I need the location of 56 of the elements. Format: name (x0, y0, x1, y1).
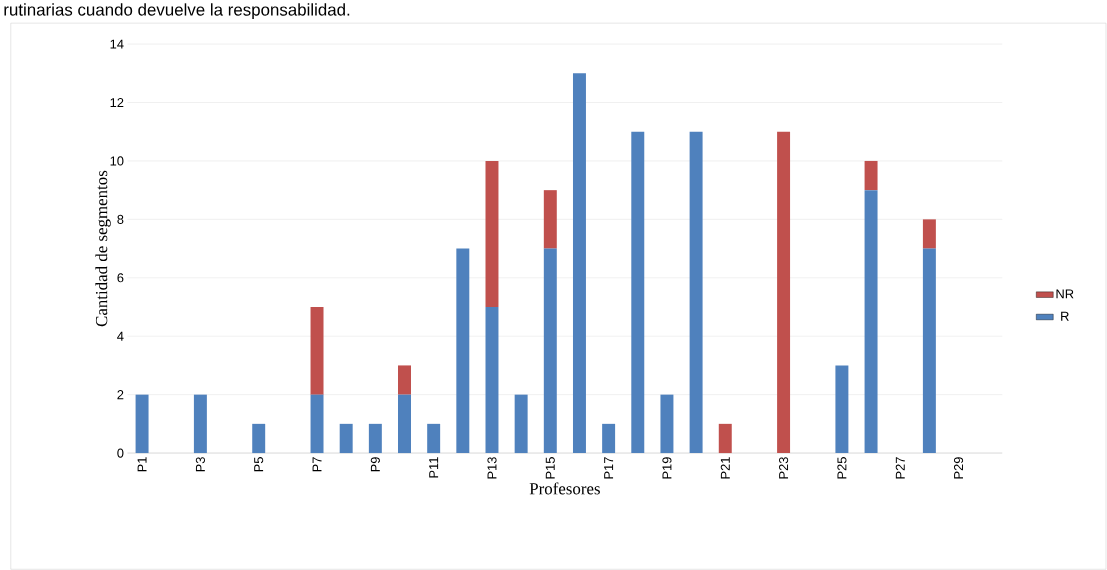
x-tick-label: P9 (370, 457, 380, 472)
bar (193, 394, 207, 454)
y-axis-title: Cantidad de segmentos (95, 170, 111, 327)
y-tick-label: 6 (117, 273, 124, 283)
y-tick-label: 12 (110, 98, 124, 108)
x-tick-label: P19 (662, 457, 672, 479)
bar (718, 423, 732, 454)
x-tick-label: P11 (429, 457, 439, 478)
x-tick-label: P1 (137, 457, 147, 472)
bar (572, 73, 586, 454)
y-tick-label: 8 (117, 214, 124, 225)
bar (310, 394, 324, 454)
bar (543, 248, 557, 454)
x-tick-label: P25 (837, 457, 847, 479)
x-tick-label: P5 (254, 457, 264, 472)
y-tick-label: 0 (117, 448, 124, 458)
x-tick-label: P29 (953, 457, 964, 479)
legend-label: R (1061, 311, 1069, 321)
y-tick-label: 10 (110, 156, 124, 166)
x-tick-label: P17 (604, 457, 614, 479)
y-tick-label: 14 (110, 39, 124, 49)
bar (485, 307, 499, 454)
bar (631, 131, 645, 454)
bar (602, 423, 616, 454)
x-tick-label: P21 (720, 457, 730, 479)
legend-label: NR (1056, 289, 1074, 299)
text: rutinarias cuando devuelve la responsabilidad. (4, 3, 350, 20)
bar (922, 248, 936, 454)
bar (368, 423, 382, 454)
bar (398, 365, 411, 395)
bar (252, 423, 266, 454)
x-tick-label: P15 (545, 457, 555, 479)
bar (427, 423, 441, 454)
bar (398, 394, 411, 454)
x-tick-label: P27 (895, 457, 905, 479)
x-tick-label: P7 (312, 457, 322, 472)
bar (835, 365, 849, 454)
bar (514, 394, 528, 454)
bar (660, 394, 674, 454)
y-tick-label: 2 (117, 390, 124, 400)
bar (339, 423, 353, 454)
bar (864, 190, 878, 454)
x-tick-label: P3 (195, 457, 205, 472)
y-tick-label: 4 (117, 331, 124, 341)
bar (922, 219, 936, 249)
bar (864, 161, 878, 191)
bar (485, 161, 499, 308)
x-axis-title: Profesores (529, 482, 600, 495)
x-tick-label: P23 (779, 457, 789, 479)
bar (310, 307, 324, 395)
bar (135, 394, 149, 454)
bar (777, 131, 791, 454)
bar (689, 131, 703, 454)
x-tick-label: P13 (487, 457, 497, 479)
bar (456, 248, 470, 454)
bar (543, 190, 557, 249)
